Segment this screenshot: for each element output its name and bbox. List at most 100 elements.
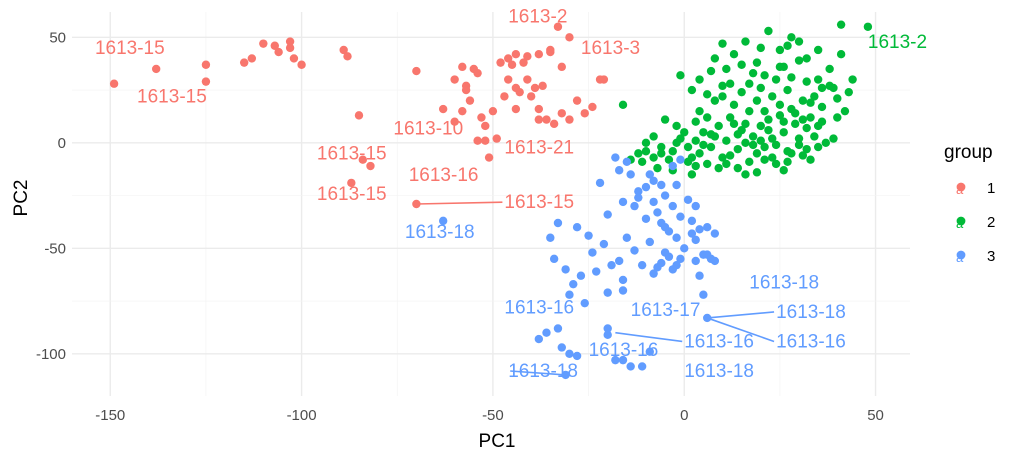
data-points xyxy=(109,20,873,380)
point-group-2 xyxy=(794,56,804,65)
point-group-2 xyxy=(813,45,823,55)
point-group-2 xyxy=(695,106,704,116)
legend: group a 1 a 2 a 3 xyxy=(944,142,995,265)
point-group-1 xyxy=(109,79,119,88)
point-group-1 xyxy=(473,68,482,78)
point-group-3 xyxy=(618,355,628,365)
point-label: 1613-15 xyxy=(504,192,574,213)
point-group-2 xyxy=(668,147,677,156)
point-group-1 xyxy=(511,49,521,59)
point-group-2 xyxy=(649,132,658,141)
point-group-2 xyxy=(710,54,720,63)
point-group-2 xyxy=(649,153,658,162)
point-group-2 xyxy=(729,119,739,129)
point-label: 1613-10 xyxy=(393,118,463,139)
point-group-2 xyxy=(783,41,792,50)
point-group-2 xyxy=(745,79,754,88)
point-group-2 xyxy=(787,149,796,158)
point-group-1 xyxy=(458,106,467,116)
point-group-1 xyxy=(500,92,509,101)
point-group-2 xyxy=(676,71,685,80)
point-group-1 xyxy=(412,199,421,209)
point-group-2 xyxy=(833,94,842,103)
point-group-2 xyxy=(840,106,850,116)
point-group-2 xyxy=(806,113,815,122)
point-group-3 xyxy=(438,216,448,226)
point-group-2 xyxy=(817,83,827,93)
point-group-2 xyxy=(802,54,811,63)
label-connector xyxy=(510,370,566,376)
point-group-1 xyxy=(339,45,348,55)
point-group-1 xyxy=(481,136,490,145)
point-group-2 xyxy=(771,159,781,169)
point-group-2 xyxy=(657,149,666,158)
point-group-1 xyxy=(511,104,521,114)
point-group-1 xyxy=(588,102,597,112)
point-group-1 xyxy=(546,47,555,57)
point-label: 1613-2 xyxy=(868,32,927,53)
point-group-2 xyxy=(725,79,735,88)
point-group-3 xyxy=(649,176,658,185)
point-group-3 xyxy=(702,250,712,259)
point-group-2 xyxy=(833,113,842,122)
point-group-2 xyxy=(806,155,815,164)
point-group-2 xyxy=(794,140,804,150)
point-group-2 xyxy=(683,142,693,152)
point-group-2 xyxy=(687,170,697,179)
point-group-2 xyxy=(733,144,743,154)
point-group-2 xyxy=(695,149,704,158)
point-group-2 xyxy=(783,85,792,95)
point-group-1 xyxy=(565,115,574,124)
point-group-3 xyxy=(542,328,551,337)
point-group-1 xyxy=(450,75,459,84)
point-group-3 xyxy=(607,260,616,270)
point-group-2 xyxy=(710,96,720,105)
point-group-2 xyxy=(702,159,712,169)
point-group-1 xyxy=(504,75,513,84)
point-group-2 xyxy=(741,119,750,129)
legend-label: 2 xyxy=(987,214,995,231)
point-group-3 xyxy=(641,214,651,223)
point-group-3 xyxy=(710,256,720,266)
legend-label: 3 xyxy=(987,248,995,265)
point-group-2 xyxy=(764,125,773,135)
point-group-1 xyxy=(358,155,368,164)
point-label: 1613-16 xyxy=(589,340,659,361)
point-group-1 xyxy=(270,41,280,50)
point-label: 1613-18 xyxy=(405,222,475,243)
y-tick-label: 50 xyxy=(49,29,66,46)
label-connector xyxy=(707,311,775,319)
point-group-3 xyxy=(546,233,555,242)
point-group-1 xyxy=(247,54,257,63)
point-group-2 xyxy=(798,96,808,105)
point-group-1 xyxy=(572,96,582,105)
legend-title: group xyxy=(944,142,993,163)
point-group-2 xyxy=(775,111,785,120)
point-group-2 xyxy=(813,142,823,152)
point-group-2 xyxy=(771,140,781,150)
point-group-2 xyxy=(813,75,823,84)
x-axis-ticks: -150 -100 -50 0 50 xyxy=(95,407,884,424)
point-group-1 xyxy=(289,54,299,63)
legend-label: 1 xyxy=(987,180,995,197)
point-group-2 xyxy=(722,136,731,145)
point-group-2 xyxy=(702,90,712,99)
point-group-3 xyxy=(611,355,620,365)
point-group-1 xyxy=(530,83,540,93)
point-group-1 xyxy=(515,87,524,97)
point-group-1 xyxy=(465,96,475,105)
point-group-3 xyxy=(672,180,681,190)
point-group-2 xyxy=(810,132,819,141)
point-group-2 xyxy=(748,140,758,150)
point-group-3 xyxy=(634,193,643,202)
point-group-1 xyxy=(504,54,513,63)
point-group-2 xyxy=(748,132,758,141)
point-group-3 xyxy=(691,256,700,266)
point-label: 1613-17 xyxy=(631,300,701,321)
point-group-2 xyxy=(653,163,662,173)
point-group-2 xyxy=(787,73,796,82)
point-group-3 xyxy=(618,275,628,285)
point-group-2 xyxy=(733,163,743,173)
point-group-3 xyxy=(657,180,666,190)
point-group-3 xyxy=(553,324,563,333)
